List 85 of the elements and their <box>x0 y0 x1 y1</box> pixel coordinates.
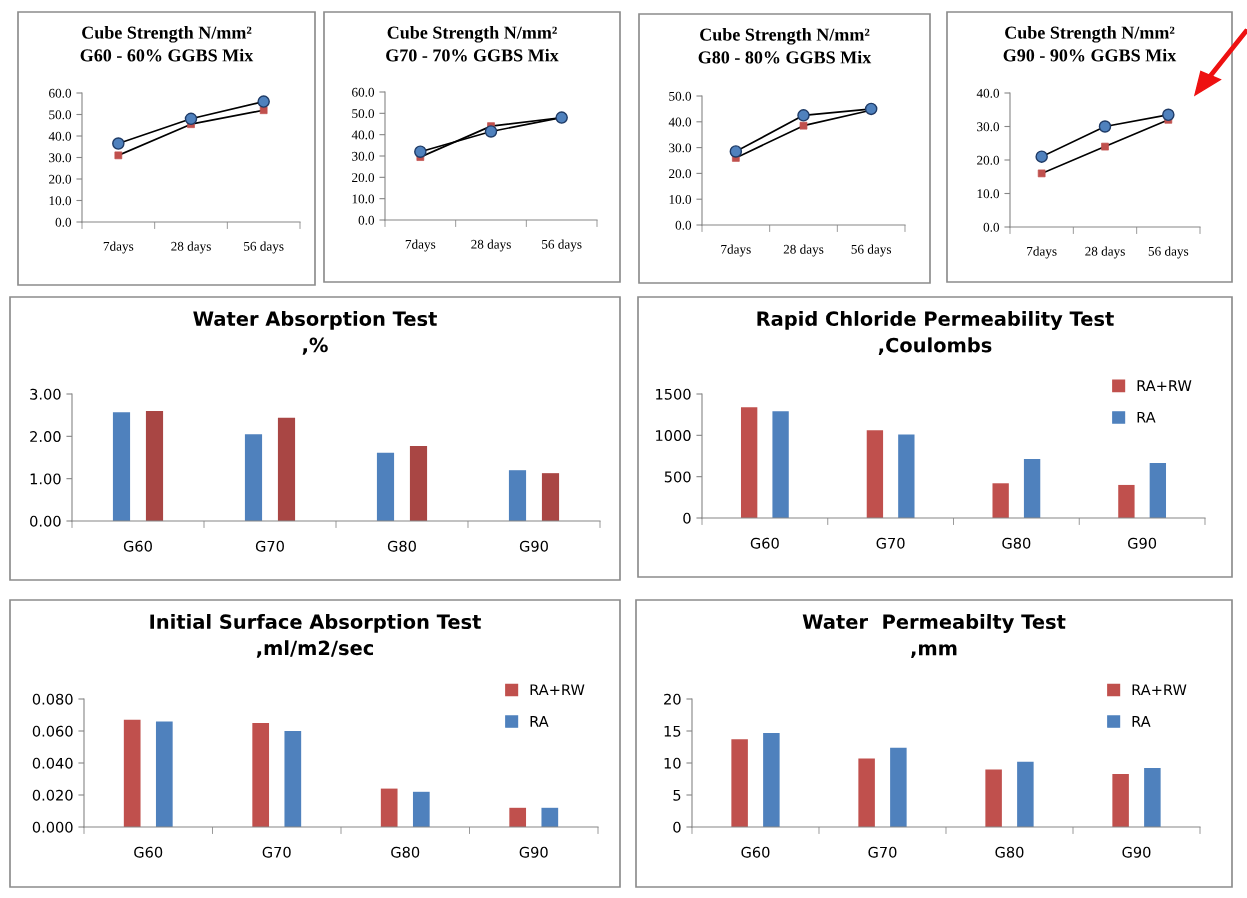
x-tick-label: 28 days <box>1085 246 1125 259</box>
y-tick-label: 40.0 <box>48 131 72 141</box>
x-tick-label: 7days <box>103 241 134 254</box>
chart-title: Cube Strength N/mm² G80 - 80% GGBS Mix <box>698 28 872 64</box>
chart-title: Cube Strength N/mm² G60 - 60% GGBS Mix <box>80 26 254 62</box>
x-tick-label: G70 <box>868 846 897 858</box>
chart-title: Water Absorption Test ,% <box>193 311 437 355</box>
y-tick-label: 0.0 <box>358 215 375 225</box>
x-tick-label: G80 <box>391 846 420 858</box>
legend-label: RA+RW <box>1132 684 1187 696</box>
y-tick-label: 50.0 <box>49 110 72 120</box>
x-tick-label: 56 days <box>1148 246 1189 259</box>
x-tick-label: G60 <box>750 537 779 549</box>
y-tick-label: 20.0 <box>352 173 375 183</box>
y-tick-label: 40.0 <box>351 130 375 140</box>
x-tick-label: 7days <box>405 239 436 252</box>
x-tick-label: G70 <box>876 537 905 549</box>
y-tick-label: 500 <box>664 471 691 483</box>
x-tick-label: 7days <box>1027 246 1057 259</box>
y-tick-label: 2.00 <box>30 431 61 443</box>
y-tick-label: 40.0 <box>668 117 692 127</box>
y-tick-label: 30.0 <box>49 153 72 163</box>
x-tick-label: 56 days <box>851 244 892 257</box>
y-tick-label: 50.0 <box>669 91 692 101</box>
x-tick-label: 7days <box>721 244 751 257</box>
x-tick-label: G70 <box>255 540 284 552</box>
x-tick-label: G60 <box>134 846 163 858</box>
y-tick-label: 0.060 <box>32 725 73 737</box>
x-tick-label: G90 <box>519 540 548 552</box>
x-tick-label: G60 <box>123 540 152 552</box>
y-tick-label: 20.0 <box>49 174 72 184</box>
x-tick-label: G90 <box>1122 846 1151 858</box>
y-tick-label: 30.0 <box>352 151 375 161</box>
x-tick-label: G60 <box>741 846 770 858</box>
y-tick-label: 60.0 <box>49 88 72 98</box>
y-tick-label: 0.0 <box>675 220 692 230</box>
y-tick-label: 10 <box>664 757 681 769</box>
y-tick-label: 0 <box>683 512 691 524</box>
x-tick-label: G80 <box>387 540 416 552</box>
y-tick-label: 30.0 <box>669 143 692 153</box>
x-tick-label: G80 <box>995 846 1024 858</box>
y-tick-label: 0.000 <box>32 821 73 833</box>
y-tick-label: 10.0 <box>49 196 72 206</box>
y-tick-label: 3.00 <box>30 388 61 400</box>
y-tick-label: 40.0 <box>976 88 1000 98</box>
y-tick-label: 1500 <box>656 388 691 400</box>
chart-title: Cube Strength N/mm² G70 - 70% GGBS Mix <box>386 26 559 62</box>
x-tick-label: 56 days <box>542 239 582 252</box>
y-tick-label: 10.0 <box>352 194 375 204</box>
chart-title: Initial Surface Absorption Test ,ml/m2/sec <box>150 614 481 658</box>
y-tick-label: 0 <box>673 821 681 833</box>
x-tick-label: G90 <box>1128 537 1157 549</box>
chart-title: Cube Strength N/mm² G90 - 90% GGBS Mix <box>1003 26 1177 62</box>
x-tick-label: 28 days <box>783 244 824 257</box>
y-tick-label: 10.0 <box>977 189 1000 199</box>
y-tick-label: 0.080 <box>32 693 73 705</box>
y-tick-label: 0.0 <box>983 222 1000 232</box>
y-tick-label: 1.00 <box>30 473 61 485</box>
y-tick-label: 20.0 <box>669 169 692 179</box>
x-tick-label: G90 <box>519 846 548 858</box>
y-tick-label: 0.00 <box>30 515 61 527</box>
x-tick-label: G70 <box>262 846 291 858</box>
y-tick-label: 20 <box>664 693 681 705</box>
chart-title: Water Permeabilty Test ,mm <box>802 614 1066 658</box>
y-tick-label: 20.0 <box>977 155 1000 165</box>
legend-label: RA <box>530 716 549 727</box>
legend-label: RA <box>1137 411 1156 423</box>
x-tick-label: G80 <box>1002 537 1031 549</box>
y-tick-label: 0.0 <box>55 217 72 227</box>
y-tick-label: 0.040 <box>32 757 73 769</box>
y-tick-label: 10.0 <box>669 195 692 204</box>
y-tick-label: 5 <box>673 789 681 801</box>
y-tick-label: 60.0 <box>352 87 375 97</box>
legend-label: RA+RW <box>1137 380 1192 391</box>
x-tick-label: 28 days <box>171 241 211 254</box>
y-tick-label: 50.0 <box>352 109 375 119</box>
legend-label: RA+RW <box>530 684 585 696</box>
y-tick-label: 15 <box>664 725 681 737</box>
chart-title: Rapid Chloride Permeability Test ,Coulombs <box>757 311 1114 355</box>
y-tick-label: 1000 <box>656 430 691 442</box>
y-tick-label: 0.020 <box>32 789 73 801</box>
legend-label: RA <box>1132 716 1151 727</box>
y-tick-label: 30.0 <box>977 122 1000 132</box>
x-tick-label: 28 days <box>471 239 511 252</box>
x-tick-label: 56 days <box>244 241 284 254</box>
